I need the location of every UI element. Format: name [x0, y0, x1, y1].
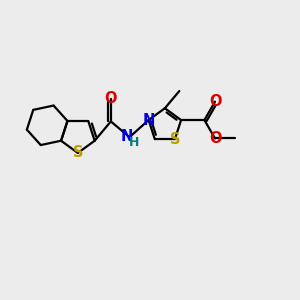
Text: H: H [129, 136, 140, 148]
Text: N: N [142, 112, 155, 128]
Text: O: O [209, 94, 221, 109]
Text: N: N [121, 129, 134, 144]
Text: O: O [209, 131, 221, 146]
Text: S: S [73, 146, 83, 160]
Text: O: O [105, 92, 117, 106]
Text: S: S [169, 132, 180, 147]
